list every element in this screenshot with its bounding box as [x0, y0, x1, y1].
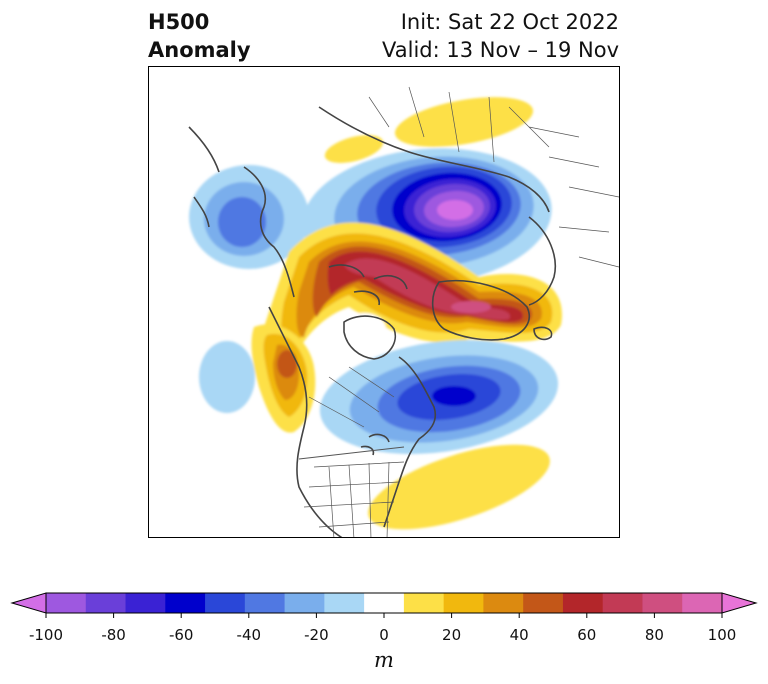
title-right: Init: Sat 22 Oct 2022 Valid: 13 Nov – 19… [382, 8, 619, 64]
colorbar-segment [364, 593, 405, 613]
colorbar-tick-label: -40 [236, 626, 262, 644]
colorbar-segment [244, 593, 286, 613]
contour-pos-atl-10 [368, 444, 550, 530]
title-variable: H500 [148, 10, 210, 34]
hudson-neutral [342, 313, 386, 345]
colorbar-tick-label: 60 [577, 626, 597, 644]
colorbar-tick-label: 80 [644, 626, 664, 644]
contour-neg-atl-60 [432, 386, 476, 406]
coast-siberia [318, 106, 550, 213]
colorbar-segment [403, 593, 445, 613]
colorbar-segment [324, 593, 365, 613]
colorbar-tick-label: -60 [168, 626, 194, 644]
colorbar-tick-label: -80 [101, 626, 126, 644]
border-us-lat [303, 461, 405, 528]
coast-na-east [383, 356, 437, 528]
contour-pos-westcoast-40 [277, 350, 297, 378]
coast-great-lakes [360, 433, 390, 456]
border-canada [308, 366, 395, 428]
colorbar-segment [125, 593, 166, 613]
contour-neg-100 [437, 200, 473, 220]
contour-pos-siberia [394, 97, 534, 147]
colorbar-segment [284, 593, 325, 613]
colorbar-segments [46, 593, 723, 613]
coast-kamchatka [188, 126, 220, 228]
contour-pos-60 [344, 258, 511, 320]
colorbar-tick-label: -20 [304, 626, 329, 644]
colorbar-segment [205, 593, 246, 613]
colorbar-segment [562, 593, 604, 613]
colorbar-tick-label: 0 [379, 626, 389, 644]
border-russia [368, 86, 495, 163]
title-field: Anomaly [148, 38, 251, 62]
colorbar-ticks [45, 613, 723, 618]
colorbar-segment [483, 593, 524, 613]
valid-range: Valid: 13 Nov – 19 Nov [382, 38, 619, 62]
colorbar-segment [165, 593, 206, 613]
colorbar-extend-low [10, 592, 47, 614]
political-borders [298, 86, 619, 537]
colorbar-segment [602, 593, 643, 613]
colorbar-segment [443, 593, 484, 613]
coast-alaska [243, 166, 295, 298]
border-us-canada [298, 446, 405, 460]
colorbar-segment [85, 593, 127, 613]
colorbar-segment [46, 593, 87, 613]
colorbar-tick-label: 20 [442, 626, 462, 644]
colorbar-tick-label: 40 [509, 626, 529, 644]
border-us-lon [328, 461, 390, 537]
contour-neg-pacific [199, 341, 255, 413]
colorbar-unit: m [374, 648, 394, 672]
contour-pos-70 [451, 301, 491, 313]
title-left: H500 Anomaly [148, 8, 251, 64]
colorbar-extend-high [721, 592, 758, 614]
colorbar-segment [682, 593, 723, 613]
anomaly-map [188, 86, 619, 537]
contour-neg-alaska-40 [218, 197, 266, 247]
contour-pos-east-siberia [324, 135, 384, 163]
colorbar-tick-label: -100 [28, 626, 64, 644]
coast-arctic-islands [328, 264, 408, 306]
coast-hudson-bay [343, 315, 396, 360]
colorbar-segment [523, 593, 564, 613]
colorbar [10, 592, 758, 618]
coast-greenland [431, 279, 530, 341]
border-eurasia [508, 106, 619, 268]
coast-iceland [533, 326, 553, 341]
anomaly-contours [189, 97, 563, 530]
map-panel [148, 66, 620, 538]
coast-scandinavia [528, 216, 556, 306]
colorbar-tick-label: 100 [707, 626, 737, 644]
colorbar-segment [642, 593, 683, 613]
init-date: Init: Sat 22 Oct 2022 [400, 10, 619, 34]
